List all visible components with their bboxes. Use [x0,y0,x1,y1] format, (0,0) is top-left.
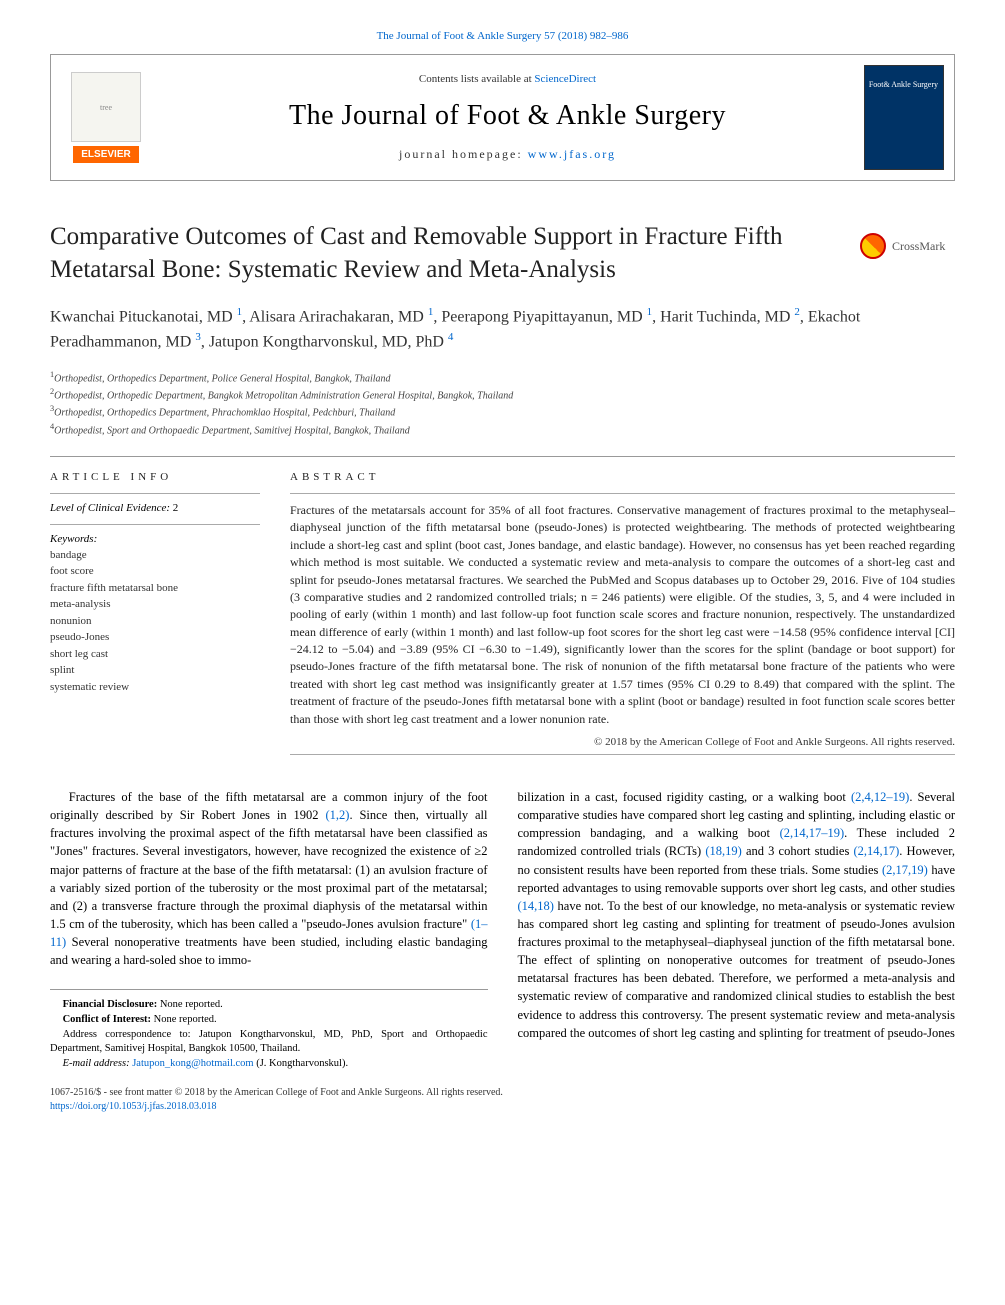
correspondence: Address correspondence to: Jatupon Kongt… [50,1028,488,1057]
body-para-1: Fractures of the base of the fifth metat… [50,788,488,969]
divider [50,456,955,457]
elsevier-label: ELSEVIER [73,146,138,163]
journal-cover-thumb[interactable] [864,65,944,170]
abstract-copyright: © 2018 by the American College of Foot a… [290,736,955,748]
keywords-list: bandagefoot scorefracture fifth metatars… [50,547,260,696]
info-divider [50,524,260,525]
publisher-logo-area: tree ELSEVIER [51,58,161,178]
body-para-2: bilization in a cast, focused rigidity c… [518,788,956,1042]
email-line: E-mail address: Jatupon_kong@hotmail.com… [50,1057,488,1072]
info-divider [50,493,260,494]
abstract-heading: ABSTRACT [290,471,955,483]
abstract-text: Fractures of the metatarsals account for… [290,502,955,728]
body-right-column: bilization in a cast, focused rigidity c… [518,788,956,1072]
body-columns: Fractures of the base of the fifth metat… [50,788,955,1072]
abstract-column: ABSTRACT Fractures of the metatarsals ac… [290,471,955,763]
journal-homepage: journal homepage: www.jfas.org [161,147,854,162]
homepage-link[interactable]: www.jfas.org [528,147,616,161]
body-left-column: Fractures of the base of the fifth metat… [50,788,488,1072]
abstract-bottom-divider [290,754,955,755]
article-info-column: ARTICLE INFO Level of Clinical Evidence:… [50,471,260,763]
article-info-heading: ARTICLE INFO [50,471,260,483]
sciencedirect-link[interactable]: ScienceDirect [534,73,596,85]
cover-area [854,55,954,180]
conflict-of-interest: Conflict of Interest: None reported. [50,1013,488,1028]
bottom-matter: 1067-2516/$ - see front matter © 2018 by… [50,1086,955,1114]
email-link[interactable]: Jatupon_kong@hotmail.com [132,1058,253,1069]
loe-line: Level of Clinical Evidence: 2 [50,502,260,514]
journal-title: The Journal of Foot & Ankle Surgery [161,100,854,132]
journal-header: tree ELSEVIER Contents lists available a… [50,54,955,181]
keywords-label: Keywords: [50,533,260,545]
affiliations: 1Orthopedist, Orthopedics Department, Po… [50,369,955,438]
elsevier-logo[interactable]: tree ELSEVIER [61,68,151,168]
contents-line: Contents lists available at ScienceDirec… [161,73,854,85]
elsevier-tree-icon: tree [71,72,141,142]
top-citation: The Journal of Foot & Ankle Surgery 57 (… [50,30,955,42]
footnotes: Financial Disclosure: None reported. Con… [50,989,488,1071]
financial-disclosure: Financial Disclosure: None reported. [50,998,488,1013]
crossmark-badge[interactable]: CrossMark [860,231,955,261]
header-center: Contents lists available at ScienceDirec… [161,58,854,177]
abstract-divider [290,493,955,494]
authors: Kwanchai Pituckanotai, MD 1, Alisara Ari… [50,304,955,355]
doi-link[interactable]: https://doi.org/10.1053/j.jfas.2018.03.0… [50,1101,216,1112]
article-title: Comparative Outcomes of Cast and Removab… [50,221,955,286]
crossmark-icon [860,233,886,259]
issn-copyright: 1067-2516/$ - see front matter © 2018 by… [50,1086,955,1100]
